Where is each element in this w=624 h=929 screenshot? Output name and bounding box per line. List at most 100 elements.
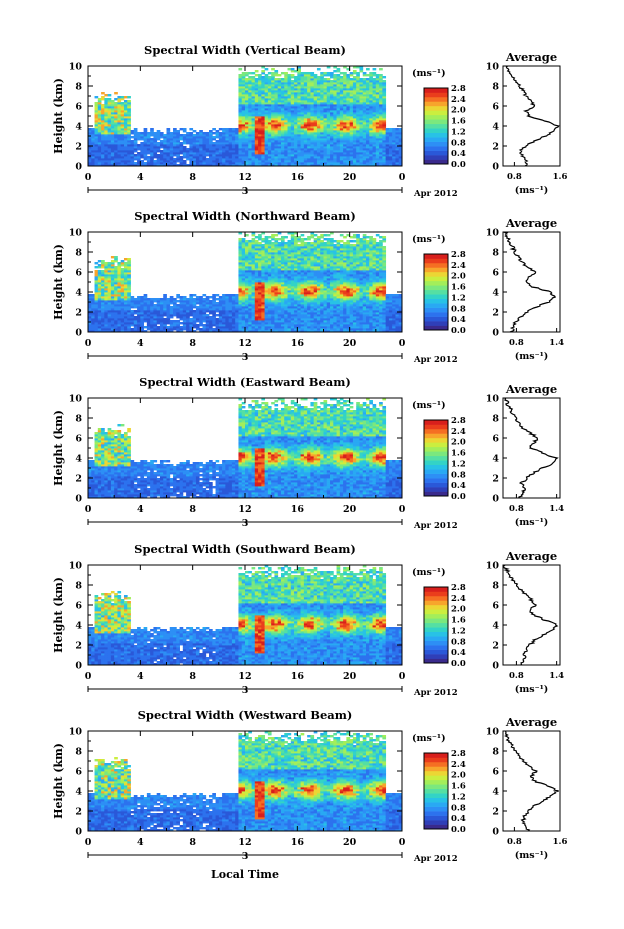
- heatmap-cell: [264, 308, 269, 311]
- heatmap-cell: [97, 302, 102, 305]
- heatmap-cell: [372, 124, 377, 127]
- heatmap-cell: [97, 282, 102, 285]
- heatmap-cell: [346, 152, 351, 155]
- heatmap-cell: [267, 120, 272, 123]
- heatmap-cell: [123, 294, 128, 297]
- heatmap-cell: [235, 300, 239, 303]
- heatmap-cell: [330, 98, 334, 101]
- heatmap-cell: [297, 144, 301, 147]
- heatmap-cell: [271, 120, 275, 123]
- heatmap-cell: [238, 74, 243, 77]
- heatmap-cell: [349, 104, 354, 107]
- heatmap-cell: [336, 106, 341, 109]
- heatmap-cell: [261, 134, 266, 137]
- heatmap-cells: [88, 66, 403, 167]
- heatmap-cell: [267, 80, 272, 83]
- heatmap-cell: [362, 136, 367, 139]
- heatmap-cell: [333, 136, 337, 139]
- heatmap-cell: [176, 328, 180, 331]
- heatmap-cell: [173, 148, 177, 151]
- heatmap-cell: [254, 156, 259, 159]
- heatmap-cell: [248, 116, 252, 119]
- heatmap-cell: [261, 302, 266, 305]
- heatmap-cell: [287, 98, 292, 101]
- heatmap-cell: [388, 158, 393, 161]
- heatmap-cell: [120, 132, 125, 135]
- heatmap-cell: [130, 322, 135, 325]
- heatmap-cell: [336, 156, 341, 159]
- heatmap-cell: [366, 160, 370, 163]
- heatmap-cell: [280, 132, 285, 135]
- heatmap-cell: [104, 284, 109, 287]
- heatmap-cell: [169, 316, 174, 319]
- heatmap-cell: [284, 294, 288, 297]
- heatmap-cell: [117, 320, 122, 323]
- heatmap-cell: [166, 300, 171, 303]
- heatmap-cell: [104, 138, 109, 141]
- colorbar-segment: [424, 105, 448, 111]
- heatmap-cell: [336, 90, 341, 93]
- heatmap-cell: [320, 146, 324, 149]
- heatmap-cell: [320, 152, 324, 155]
- heatmap-cell: [166, 138, 171, 141]
- heatmap-cell: [264, 322, 269, 325]
- heatmap-cell: [97, 136, 102, 139]
- heatmap-cell: [385, 156, 390, 159]
- heatmap-cell: [313, 78, 318, 81]
- heatmap-cell: [310, 160, 315, 163]
- heatmap-cell: [267, 86, 272, 89]
- heatmap-cell: [169, 326, 174, 329]
- heatmap-cell: [159, 152, 164, 155]
- heatmap-cell: [218, 304, 223, 307]
- heatmap-cell: [274, 88, 279, 91]
- heatmap-cell: [274, 74, 279, 77]
- heatmap-cell: [202, 294, 207, 297]
- heatmap-cell: [110, 324, 115, 327]
- heatmap-cell: [114, 140, 118, 143]
- heatmap-cell: [271, 238, 275, 241]
- heatmap-cell: [366, 80, 370, 83]
- heatmap-cell: [369, 128, 373, 131]
- heatmap-cell: [104, 150, 109, 153]
- heatmap-cell: [186, 148, 190, 151]
- heatmap-cell: [156, 132, 161, 135]
- heatmap-cell: [316, 160, 321, 163]
- heatmap-cell: [169, 328, 174, 331]
- heatmap-cell: [120, 292, 125, 295]
- heatmap-cell: [280, 266, 285, 269]
- heatmap-cell: [352, 126, 357, 129]
- heatmap-cell: [156, 298, 161, 301]
- heatmap-cell: [284, 242, 288, 245]
- heatmap-cell: [130, 130, 135, 133]
- heatmap-cell: [225, 158, 230, 161]
- heatmap-cell: [107, 154, 112, 157]
- heatmap-cell: [91, 134, 95, 137]
- heatmap-cell: [271, 318, 275, 321]
- heatmap-cell: [101, 260, 105, 263]
- heatmap-cell: [320, 96, 324, 99]
- heatmap-cell: [303, 80, 308, 83]
- heatmap-cell: [156, 164, 161, 167]
- heatmap-cell: [359, 88, 364, 91]
- heatmap-cell: [307, 72, 311, 75]
- heatmap-cell: [362, 104, 367, 107]
- heatmap-cell: [398, 144, 403, 147]
- heatmap-cell: [238, 78, 243, 81]
- heatmap-cell: [316, 116, 321, 119]
- heatmap-cell: [212, 158, 216, 161]
- heatmap-cell: [176, 152, 180, 155]
- heatmap-cell: [290, 134, 295, 137]
- heatmap-cell: [248, 322, 252, 325]
- heatmap-cell: [133, 162, 138, 165]
- heatmap-cell: [382, 124, 387, 127]
- heatmap-cell: [264, 236, 269, 239]
- heatmap-cell: [127, 306, 131, 309]
- heatmap-cell: [316, 142, 321, 145]
- heatmap-cell: [130, 298, 135, 301]
- heatmap-cell: [117, 132, 122, 135]
- heatmap-cell: [228, 324, 233, 327]
- heatmap-cell: [274, 312, 279, 315]
- heatmap-cell: [222, 132, 226, 135]
- heatmap-cell: [339, 132, 344, 135]
- heatmap-cell: [107, 134, 112, 137]
